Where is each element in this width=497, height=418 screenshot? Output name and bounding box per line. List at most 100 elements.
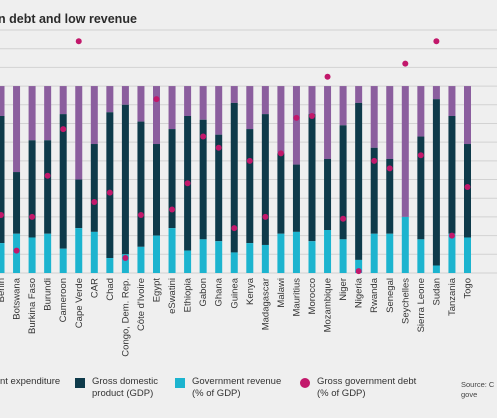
bar-segment-revenue [184,250,192,273]
x-tick-label: Ethiopia [183,277,194,312]
bar-segment-revenue [432,265,440,273]
debt-point [169,206,176,213]
bar-segment-revenue [417,239,425,273]
debt-point [246,157,253,164]
bar-segment-expenditure [324,86,332,159]
debt-point [75,38,82,45]
x-tick-label: Egypt [152,278,163,303]
bar-segment-expenditure [401,86,409,217]
bar-segment-revenue [230,252,238,273]
bar-segment-expenditure [0,86,5,116]
bar-segment-gdp [44,140,52,234]
bar-segment-gdp [121,104,129,255]
x-tick-label: Malawi [276,278,287,308]
debt-point [60,126,67,133]
x-tick-label: Tanzania [447,277,458,316]
bar-segment-expenditure [168,86,176,130]
bar-segment-revenue [401,216,409,273]
bar-segment-gdp [324,158,332,231]
debt-point [340,215,347,222]
bar-segment-revenue [308,241,316,273]
x-tick-label: Togo [463,278,474,299]
bar-segment-expenditure [464,86,471,145]
bar-segment-revenue [0,243,5,273]
debt-point [293,114,300,121]
bar-segment-revenue [137,246,145,273]
bar-segment-revenue [28,237,36,273]
bar-segment-expenditure [13,86,21,173]
debt-point [433,38,440,45]
debt-point [324,73,331,80]
debt-point [464,184,471,191]
x-tick-label: Côte d'Ivoire [136,278,147,331]
x-tick-label: Cape Verde [74,278,85,328]
bar-segment-gdp [106,112,114,259]
bar-segment-expenditure [308,86,316,115]
bar-segment-gdp [339,125,347,240]
bar-segment-gdp [308,114,316,242]
bar-segment-gdp [386,158,394,234]
bar-segment-gdp [168,129,176,229]
x-tick-label: Benin [0,278,7,302]
bar-segment-gdp [90,144,98,232]
bar-segment-expenditure [230,86,238,103]
x-tick-label: eSwatini [167,278,178,314]
bar-segment-gdp [75,179,83,229]
bar-segment-gdp [137,121,145,247]
bar-segment-gdp [246,129,254,244]
debt-point [200,133,207,140]
debt-point [215,144,222,151]
bar-segment-expenditure [417,86,425,137]
x-tick-label: Kenya [245,277,256,305]
debt-point [231,225,238,232]
x-tick-label: CAR [89,278,100,298]
x-tick-label: Mozambique [323,278,334,332]
bar-segment-revenue [121,254,129,273]
debt-point [44,172,51,179]
bar-segment-gdp [153,144,160,236]
bar-segment-revenue [215,241,223,273]
legend-label-expenditure: nt expenditure [0,376,61,387]
bar-segment-gdp [199,119,207,240]
debt-point [448,232,455,239]
debt-point [386,165,393,172]
chart-title: n debt and low revenue [0,12,137,26]
bar-segment-revenue [106,258,114,273]
x-tick-label: Nigeria [354,277,365,308]
x-tick-label: Congo, Dem. Rep. [120,278,131,357]
x-tick-label: Botswana [12,277,23,319]
legend-label-debt: Gross government debt (% of GDP) [317,376,417,399]
bar-segment-expenditure [106,86,114,113]
debt-point [277,150,284,157]
bar-segment-gdp [0,115,5,244]
x-tick-label: Chad [105,278,116,301]
bar-segment-expenditure [386,86,394,159]
bar-segment-gdp [448,115,456,234]
x-tick-label: Sudan [431,278,442,305]
bar-segment-expenditure [292,86,300,165]
bar-segment-gdp [230,102,238,253]
x-tick-label: Gabon [198,278,209,307]
bar-segment-revenue [90,231,98,273]
bar-segment-gdp [59,114,67,249]
bar-segment-revenue [339,239,347,273]
x-tick-label: Seychelles [400,278,411,324]
x-tick-label: Rwanda [369,277,380,313]
bar-segment-gdp [277,153,285,234]
legend-label-revenue: Government revenue (% of GDP) [192,376,282,399]
bar-segment-expenditure [448,86,456,116]
debt-point [106,189,113,196]
debt-point [184,180,191,187]
bar-segment-expenditure [90,86,98,145]
bar-segment-expenditure [44,86,52,141]
bar-segment-expenditure [370,86,378,148]
bar-segment-revenue [168,228,176,273]
bar-segment-revenue [261,244,269,273]
legend-swatch-gdp [75,378,85,388]
debt-point [122,255,129,262]
x-tick-label: Ghana [214,277,225,306]
bar-segment-revenue [59,248,67,273]
bar-segment-gdp [28,140,36,238]
